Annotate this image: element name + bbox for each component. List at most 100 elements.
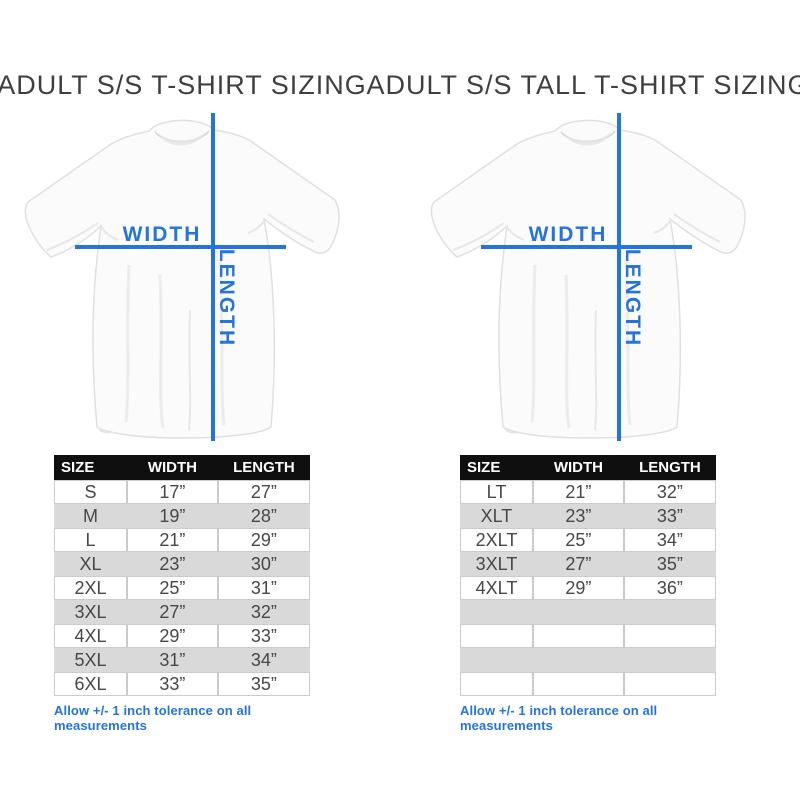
table-cell: 4XL xyxy=(54,624,127,648)
column-header: WIDTH xyxy=(553,459,603,476)
table-cell xyxy=(624,672,716,696)
wrinkle xyxy=(188,309,192,431)
table-cell xyxy=(460,648,533,672)
panel-title-row: ADULT S/S T-SHIRT SIZING xyxy=(0,70,366,100)
table-row xyxy=(460,624,716,648)
wrinkle xyxy=(158,274,165,429)
table-cell: 4XLT xyxy=(460,576,533,600)
wrinkle xyxy=(124,264,131,423)
table-cell: 36” xyxy=(624,576,716,600)
armpit-shadow-right xyxy=(653,219,672,234)
sizing-sheet: ADULT S/S T-SHIRT SIZING WIDTH LENGTH xyxy=(0,70,800,733)
table-row: 5XL 31” 34” xyxy=(54,648,310,672)
table-cell: 19” xyxy=(159,505,186,526)
table-cell: 32” xyxy=(250,601,277,622)
armpit-shadow-left xyxy=(506,226,525,241)
table-row: 3XLT 27” 35” xyxy=(460,552,716,576)
hem-curl-shadow xyxy=(502,420,522,434)
table-cell: 33” xyxy=(218,624,310,648)
table-row xyxy=(460,672,716,696)
tolerance-note: Allow +/- 1 inch tolerance on all measur… xyxy=(460,703,658,733)
tshirt-graphic: WIDTH LENGTH xyxy=(430,113,746,441)
sleeve-cuff-line-left xyxy=(46,222,99,251)
column-header: LENGTH xyxy=(639,459,701,476)
table-cell: 2XLT xyxy=(460,528,533,552)
wrinkle xyxy=(564,274,571,429)
wrinkle xyxy=(218,259,226,426)
table-cell: 6XL xyxy=(54,672,127,696)
table-cell: 32” xyxy=(624,480,716,504)
table-cell xyxy=(460,624,533,648)
page-title: ADULT S/S T-SHIRT SIZING xyxy=(0,70,367,100)
table-cell: 29” xyxy=(127,624,218,648)
sleeve-cuff-line-right xyxy=(267,213,315,243)
table-cell: XLT xyxy=(480,505,513,526)
column-header: WIDTH xyxy=(147,459,197,476)
table-cell: 35” xyxy=(218,672,310,696)
table-cell: 25” xyxy=(127,576,218,600)
table-cell: 35” xyxy=(656,553,683,574)
table-cell xyxy=(533,600,624,624)
tolerance-note: Allow +/- 1 inch tolerance on all measur… xyxy=(54,703,252,733)
table-cell: 21” xyxy=(533,480,624,504)
column-header: LENGTH xyxy=(233,459,295,476)
table-row xyxy=(460,600,716,624)
panel-regular-sizing: ADULT S/S T-SHIRT SIZING WIDTH LENGTH xyxy=(0,70,400,733)
table-header-row: SIZE WIDTH LENGTH xyxy=(460,455,716,480)
table-cell: 23” xyxy=(565,505,592,526)
table-cell: 30” xyxy=(250,553,277,574)
panel-tall-sizing: ADULT S/S TALL T-SHIRT SIZING WIDTH LENG… xyxy=(366,70,800,733)
table-header-row: SIZE WIDTH LENGTH xyxy=(54,455,310,480)
table-cell: L xyxy=(54,528,127,552)
column-header: SIZE xyxy=(61,459,95,476)
table-cell xyxy=(624,648,716,672)
size-table-tall: SIZE WIDTH LENGTH LT 21” 32” XLT 23” 33” 2XLT 25” 3… xyxy=(460,455,716,696)
table-cell xyxy=(533,624,624,648)
table-row: LT 21” 32” xyxy=(460,480,716,504)
table-row: M 19” 28” xyxy=(54,504,310,528)
collar-shadow xyxy=(564,132,611,146)
table-cell: M xyxy=(82,505,98,526)
table-row: 4XLT 29” 36” xyxy=(460,576,716,600)
table-cell xyxy=(624,600,716,624)
table-cell xyxy=(460,600,533,624)
tshirt-silhouette xyxy=(430,119,746,439)
table-cell: 29” xyxy=(533,576,624,600)
tshirt-diagram: WIDTH LENGTH xyxy=(420,110,756,446)
sleeve-cuff-line-left xyxy=(452,222,505,251)
table-row xyxy=(460,648,716,672)
table-cell: 27” xyxy=(565,553,592,574)
table-cell: XL xyxy=(79,553,102,574)
length-label: LENGTH xyxy=(215,249,238,347)
table-row: XL 23” 30” xyxy=(54,552,310,576)
table-row: 2XL 25” 31” xyxy=(54,576,310,600)
table-cell: LT xyxy=(460,480,533,504)
width-label: WIDTH xyxy=(529,223,608,246)
table-cell: 3XL xyxy=(74,601,107,622)
table-cell: 17” xyxy=(127,480,218,504)
wrinkle xyxy=(530,264,537,423)
table-cell: 27” xyxy=(218,480,310,504)
table-cell: 28” xyxy=(250,505,277,526)
tshirt-graphic: WIDTH LENGTH xyxy=(24,113,340,441)
table-cell: 27” xyxy=(159,601,186,622)
table-cell: 2XL xyxy=(54,576,127,600)
table-cell: 31” xyxy=(159,649,186,670)
table-cell: S xyxy=(54,480,127,504)
table-cell: 34” xyxy=(624,528,716,552)
table-cell: 5XL xyxy=(74,649,107,670)
width-label: WIDTH xyxy=(123,223,202,246)
tshirt-diagram: WIDTH LENGTH xyxy=(14,110,350,446)
table-cell xyxy=(460,672,533,696)
collar-shadow xyxy=(158,132,205,146)
table-cell xyxy=(533,648,624,672)
table-row: 4XL 29” 33” xyxy=(54,624,310,648)
table-cell: 33” xyxy=(656,505,683,526)
table-cell: 21” xyxy=(127,528,218,552)
wrinkle xyxy=(624,259,632,426)
sleeve-cuff-line-right xyxy=(673,213,721,243)
table-cell xyxy=(624,624,716,648)
size-table-regular: SIZE WIDTH LENGTH S 17” 27” M 19” 28” L 21” 29” XL 23… xyxy=(54,455,310,696)
table-cell: 34” xyxy=(250,649,277,670)
tshirt-silhouette xyxy=(24,119,340,439)
